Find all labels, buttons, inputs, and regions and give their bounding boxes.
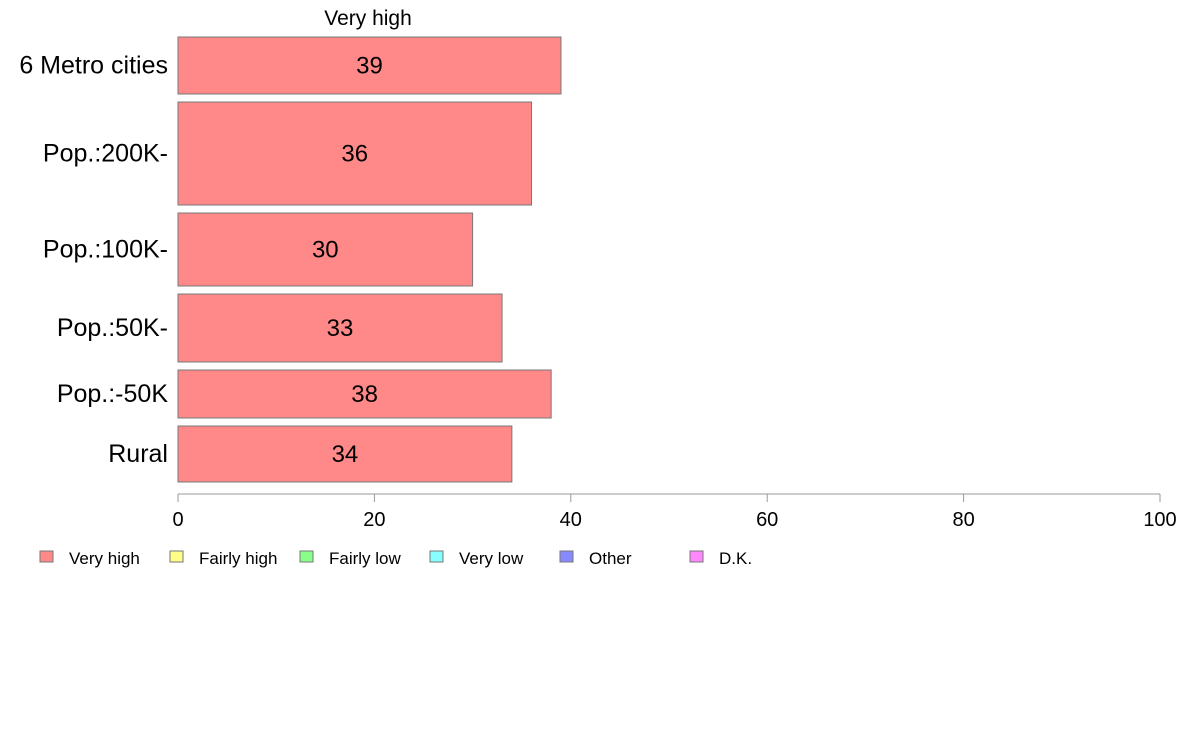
x-tick-label-4: 80	[952, 509, 974, 531]
legend-label-2: Fairly low	[329, 549, 402, 568]
bar-5	[177, 425, 513, 483]
legend-label-0: Very high	[69, 549, 140, 568]
category-label-3: Pop.:50K-	[57, 314, 168, 342]
category-label-0: 6 Metro cities	[19, 52, 168, 80]
legend-label-1: Fairly high	[199, 549, 277, 568]
chart-title: Very high	[324, 7, 412, 30]
value-label-3: 33	[327, 315, 354, 342]
legend-label-3: Very low	[459, 549, 524, 568]
category-label-1: Pop.:200K-	[43, 140, 168, 168]
value-label-0: 39	[356, 53, 383, 80]
value-labels: 39 36 30 33 38 34	[312, 53, 383, 469]
legend-swatch-2	[299, 550, 314, 563]
legend-swatch-0	[39, 550, 54, 563]
x-tick-label-2: 40	[560, 509, 582, 531]
bar-3	[177, 293, 503, 363]
category-label-4: Pop.:-50K	[57, 380, 169, 408]
value-label-1: 36	[341, 141, 368, 168]
bar-4	[177, 369, 552, 419]
value-label-4: 38	[351, 381, 378, 408]
bars-group	[177, 36, 562, 483]
category-label-2: Pop.:100K-	[43, 236, 168, 264]
x-tick-label-0: 0	[172, 509, 183, 531]
x-axis-ticks: 0 20 40 60 80 100	[172, 494, 1177, 531]
legend-swatch-3	[429, 550, 444, 563]
category-label-5: Rural	[108, 440, 168, 468]
legend-swatch-4	[559, 550, 574, 563]
bar-2	[177, 212, 474, 287]
value-label-2: 30	[312, 237, 339, 264]
x-tick-label-1: 20	[363, 509, 385, 531]
legend-swatch-5	[689, 550, 704, 563]
legend-label-4: Other	[589, 549, 632, 568]
category-labels: 6 Metro cities Pop.:200K- Pop.:100K- Pop.:5…	[19, 52, 168, 469]
legend-swatch-1	[169, 550, 184, 563]
x-tick-label-5: 100	[1143, 509, 1176, 531]
x-tick-label-3: 60	[756, 509, 778, 531]
value-label-5: 34	[332, 441, 359, 468]
bar-1	[177, 101, 533, 206]
bar-0	[177, 36, 562, 95]
legend: Very high Fairly high Fairly low Very low Ot…	[39, 549, 752, 568]
legend-label-5: D.K.	[719, 549, 752, 568]
